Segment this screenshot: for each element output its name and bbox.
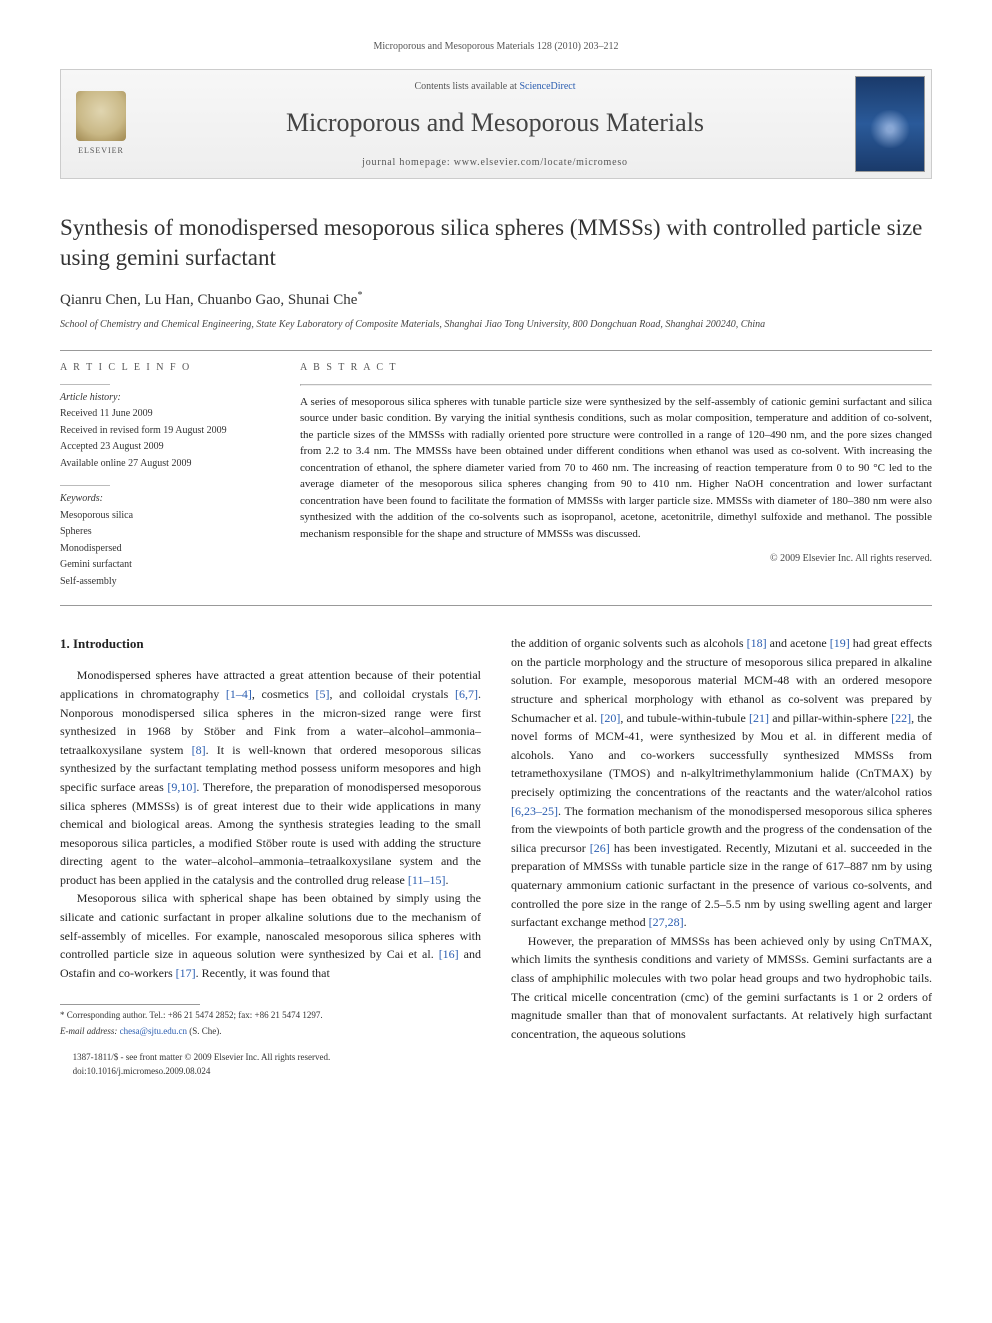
elsevier-tree-icon	[76, 91, 126, 141]
email-link[interactable]: chesa@sjtu.edu.cn	[120, 1026, 187, 1036]
journal-cover-thumbnail	[855, 76, 925, 173]
article-title: Synthesis of monodispersed mesoporous si…	[60, 213, 932, 273]
email-line: E-mail address: chesa@sjtu.edu.cn (S. Ch…	[60, 1025, 481, 1039]
abstract-heading: A B S T R A C T	[300, 361, 932, 376]
corresponding-note: * Corresponding author. Tel.: +86 21 547…	[60, 1009, 481, 1023]
rule-top	[60, 350, 932, 351]
doi-block: 1387-1811/$ - see front matter © 2009 El…	[60, 1051, 481, 1079]
abstract-sub-rule	[300, 384, 932, 386]
intro-para-2: Mesoporous silica with spherical shape h…	[60, 889, 481, 982]
contents-available-line: Contents lists available at ScienceDirec…	[141, 80, 849, 95]
article-info-heading: A R T I C L E I N F O	[60, 361, 260, 376]
info-sub-rule-1	[60, 384, 110, 385]
ref-link[interactable]: [22]	[891, 711, 911, 725]
corresponding-author-footnote: * Corresponding author. Tel.: +86 21 547…	[60, 1004, 481, 1039]
ref-link[interactable]: [8]	[192, 743, 206, 757]
intro-para-4: However, the preparation of MMSSs has be…	[511, 932, 932, 1044]
affiliation: School of Chemistry and Chemical Enginee…	[60, 318, 932, 333]
journal-banner: ELSEVIER Contents lists available at Sci…	[60, 69, 932, 180]
keyword-item: Gemini surfactant	[60, 558, 260, 573]
running-header: Microporous and Mesoporous Materials 128…	[60, 40, 932, 55]
ref-link[interactable]: [16]	[439, 947, 459, 961]
ref-link[interactable]: [18]	[747, 636, 767, 650]
doi-line: doi:10.1016/j.micromeso.2009.08.024	[60, 1065, 481, 1079]
info-sub-rule-2	[60, 485, 110, 486]
keyword-item: Self-assembly	[60, 575, 260, 590]
ref-link[interactable]: [17]	[176, 966, 196, 980]
authors-names: Qianru Chen, Lu Han, Chuanbo Gao, Shunai…	[60, 292, 357, 308]
body-columns: 1. Introduction Monodispersed spheres ha…	[60, 634, 932, 1079]
ref-link[interactable]: [5]	[315, 687, 329, 701]
online-date: Available online 27 August 2009	[60, 457, 260, 472]
issn-line: 1387-1811/$ - see front matter © 2009 El…	[60, 1051, 481, 1065]
ref-link[interactable]: [6,7]	[455, 687, 478, 701]
keyword-item: Monodispersed	[60, 542, 260, 557]
left-column: 1. Introduction Monodispersed spheres ha…	[60, 634, 481, 1079]
journal-name: Microporous and Mesoporous Materials	[141, 104, 849, 142]
banner-center: Contents lists available at ScienceDirec…	[141, 70, 849, 179]
abstract-block: A B S T R A C T A series of mesoporous s…	[300, 361, 932, 591]
keywords-block: Keywords: Mesoporous silica Spheres Mono…	[60, 485, 260, 589]
history-label: Article history:	[60, 392, 121, 403]
ref-link[interactable]: [6,23–25]	[511, 804, 558, 818]
section-heading-intro: 1. Introduction	[60, 634, 481, 654]
publisher-logo: ELSEVIER	[61, 70, 141, 179]
meta-abstract-row: A R T I C L E I N F O Article history: R…	[60, 361, 932, 591]
ref-link[interactable]: [1–4]	[226, 687, 252, 701]
keyword-item: Spheres	[60, 525, 260, 540]
page-container: Microporous and Mesoporous Materials 128…	[0, 0, 992, 1129]
received-date: Received 11 June 2009	[60, 407, 260, 422]
article-info-block: A R T I C L E I N F O Article history: R…	[60, 361, 260, 591]
sciencedirect-link[interactable]: ScienceDirect	[519, 81, 575, 92]
ref-link[interactable]: [21]	[749, 711, 769, 725]
accepted-date: Accepted 23 August 2009	[60, 440, 260, 455]
ref-link[interactable]: [9,10]	[167, 780, 196, 794]
ref-link[interactable]: [19]	[830, 636, 850, 650]
rule-bottom	[60, 605, 932, 606]
keywords-label: Keywords:	[60, 493, 103, 504]
ref-link[interactable]: [20]	[600, 711, 620, 725]
abstract-copyright: © 2009 Elsevier Inc. All rights reserved…	[300, 552, 932, 567]
corresponding-mark: *	[357, 290, 362, 301]
revised-date: Received in revised form 19 August 2009	[60, 424, 260, 439]
contents-prefix: Contents lists available at	[414, 81, 519, 92]
right-column: the addition of organic solvents such as…	[511, 634, 932, 1079]
ref-link[interactable]: [27,28]	[649, 915, 684, 929]
intro-para-3: the addition of organic solvents such as…	[511, 634, 932, 932]
authors-line: Qianru Chen, Lu Han, Chuanbo Gao, Shunai…	[60, 289, 932, 312]
intro-para-1: Monodispersed spheres have attracted a g…	[60, 666, 481, 889]
abstract-text: A series of mesoporous silica spheres wi…	[300, 394, 932, 543]
ref-link[interactable]: [26]	[590, 841, 610, 855]
publisher-name: ELSEVIER	[78, 145, 124, 157]
ref-link[interactable]: [11–15]	[408, 873, 446, 887]
journal-homepage: journal homepage: www.elsevier.com/locat…	[141, 156, 849, 171]
keyword-item: Mesoporous silica	[60, 509, 260, 524]
